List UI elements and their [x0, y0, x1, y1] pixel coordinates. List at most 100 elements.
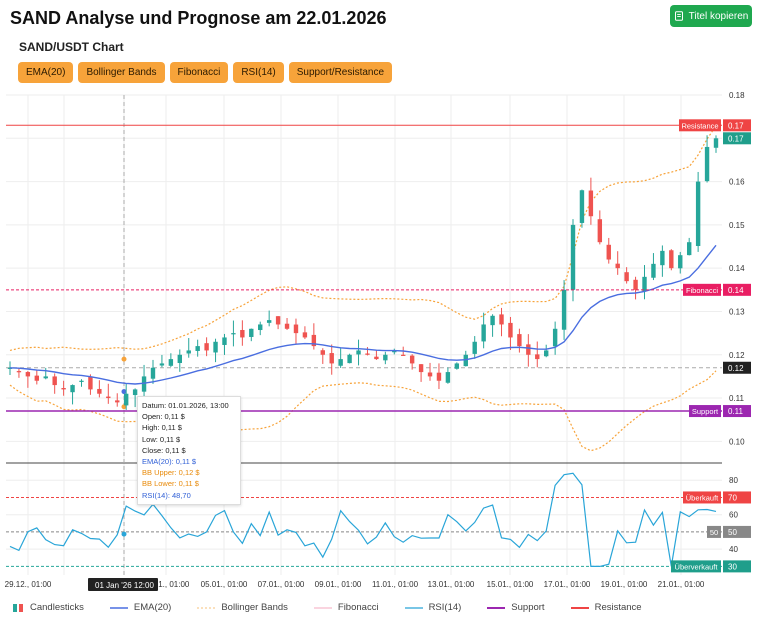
level-lines [6, 124, 722, 412]
candle-body [150, 367, 156, 379]
candle-body [275, 316, 281, 325]
bollinger-toggle-button[interactable]: Bollinger Bands [78, 62, 165, 83]
candle-body [606, 244, 611, 260]
ema-line [9, 244, 717, 385]
crosshair-time-box [88, 578, 158, 591]
candle-body [231, 333, 236, 335]
bollinger-marker [121, 356, 127, 362]
price-axis-tick: 0.14 [729, 264, 745, 273]
candle-body [686, 242, 692, 256]
price-chart[interactable]: 0.18 0.17 0.16 0.15 0.14 0.13 0.12 0.11 0.10 80 60… [0, 0, 758, 600]
ema-path [9, 244, 717, 385]
chart-legend: Candlesticks EMA(20) Bollinger Bands Fib… [12, 602, 668, 613]
tooltip-date: Datum: 01.01.2026, 13:00 [142, 401, 229, 410]
overbought-label-box [683, 491, 721, 504]
crosshair-tooltip: Datum: 01.01.2026, 13:00 Open: 0,11 $ Hi… [137, 396, 241, 505]
time-axis-tick: 05.01., 01:00 [201, 580, 248, 589]
candle-body [561, 289, 567, 330]
candle-body [615, 263, 620, 269]
candle-body [159, 363, 165, 366]
rsi-path [9, 472, 717, 567]
legend-label: Candlesticks [30, 602, 84, 613]
candle-body [329, 353, 334, 364]
rsi-axis-tick: 60 [729, 511, 738, 520]
candle-body [311, 334, 317, 347]
axes: 0.18 0.17 0.16 0.15 0.14 0.13 0.12 0.11 0.10 80 60… [5, 91, 745, 591]
time-axis-tick: 29.12., 01:00 [5, 580, 52, 589]
legend-bollinger[interactable]: Bollinger Bands [197, 602, 288, 613]
support-label: Support [692, 407, 719, 416]
time-axis-tick: 17.01., 01:00 [544, 580, 591, 589]
candlestick-icon [13, 603, 23, 612]
legend-label: RSI(14) [428, 602, 462, 613]
candle-body [258, 324, 263, 331]
crosshair-price-value-box [723, 361, 751, 374]
legend-support[interactable]: Support [487, 602, 545, 613]
candle-body [535, 354, 540, 360]
copy-title-label: Titel kopieren [688, 10, 749, 22]
candle-body [499, 314, 504, 325]
candle-body [284, 323, 290, 329]
tooltip-ema: EMA(20): 0,11 $ [142, 457, 197, 467]
tooltip-bb-upper: BB Upper: 0,12 $ [142, 468, 200, 478]
legend-candlesticks[interactable]: Candlesticks [12, 602, 84, 613]
candle-body [678, 255, 683, 269]
fibonacci-toggle-button[interactable]: Fibonacci [169, 62, 229, 83]
crosshair-time-label: 01 Jan '26 12:00 [95, 581, 154, 590]
oversold-label: Überverkauft [675, 562, 719, 571]
resistance-label: Resistance [681, 121, 718, 130]
candle-body [302, 332, 308, 338]
overbought-value-box [723, 491, 751, 504]
candle-body [123, 393, 129, 406]
chart-grid [6, 94, 722, 575]
overbought-value: 70 [728, 493, 737, 502]
fibonacci-label-box [683, 283, 721, 296]
candle-body [240, 329, 245, 338]
candle-body [392, 350, 397, 353]
price-axis-tick: 0.16 [729, 178, 745, 187]
candle-body [695, 181, 701, 247]
rsi-axis-tick: 40 [729, 545, 738, 554]
legend-fibonacci[interactable]: Fibonacci [313, 602, 379, 613]
time-axis-tick: 15.01., 01:00 [487, 580, 534, 589]
candle-body [418, 364, 424, 373]
candle-body [97, 388, 102, 394]
rsi-toggle-button[interactable]: RSI(14) [233, 62, 284, 83]
rsi-marker [121, 531, 127, 537]
candle-body [436, 372, 442, 381]
tooltip-high: High: 0,11 $ [142, 423, 182, 433]
candle-body [579, 190, 585, 223]
candlesticks [7, 135, 719, 410]
line-swatch-icon [197, 607, 216, 608]
candle-body [552, 328, 558, 347]
candle-body [383, 354, 388, 361]
copy-title-button[interactable]: Titel kopieren [670, 5, 752, 27]
fibonacci-value-box [723, 283, 751, 296]
bollinger-marker [121, 404, 127, 410]
candle-body [633, 279, 638, 290]
tooltip-bb-lower: BB Lower: 0,11 $ [142, 479, 199, 489]
candle-body [347, 354, 352, 364]
legend-resistance[interactable]: Resistance [570, 602, 642, 613]
rsi-axis-tick: 80 [729, 476, 738, 485]
price-axis-tick: 0.13 [729, 307, 745, 316]
candle-body [320, 350, 325, 355]
legend-ema[interactable]: EMA(20) [109, 602, 171, 613]
legend-rsi[interactable]: RSI(14) [404, 602, 462, 613]
candle-body [186, 350, 191, 354]
tooltip-low: Low: 0,11 $ [142, 434, 181, 444]
candle-body [642, 276, 647, 292]
candle-body [544, 350, 549, 357]
crosshair-price-value: 0.12 [728, 364, 744, 373]
support-resistance-toggle-button[interactable]: Support/Resistance [288, 62, 393, 83]
time-axis-tick: 07.01., 01:00 [258, 580, 305, 589]
resistance-value-box [723, 119, 751, 132]
candle-body [409, 355, 415, 364]
candle-body [463, 354, 468, 367]
legend-label: Fibonacci [337, 602, 379, 613]
ema-toggle-button[interactable]: EMA(20) [18, 62, 74, 83]
legend-label: Bollinger Bands [221, 602, 288, 613]
oversold-value-box [723, 560, 751, 573]
candle-body [293, 324, 299, 334]
line-swatch-icon [487, 606, 506, 609]
